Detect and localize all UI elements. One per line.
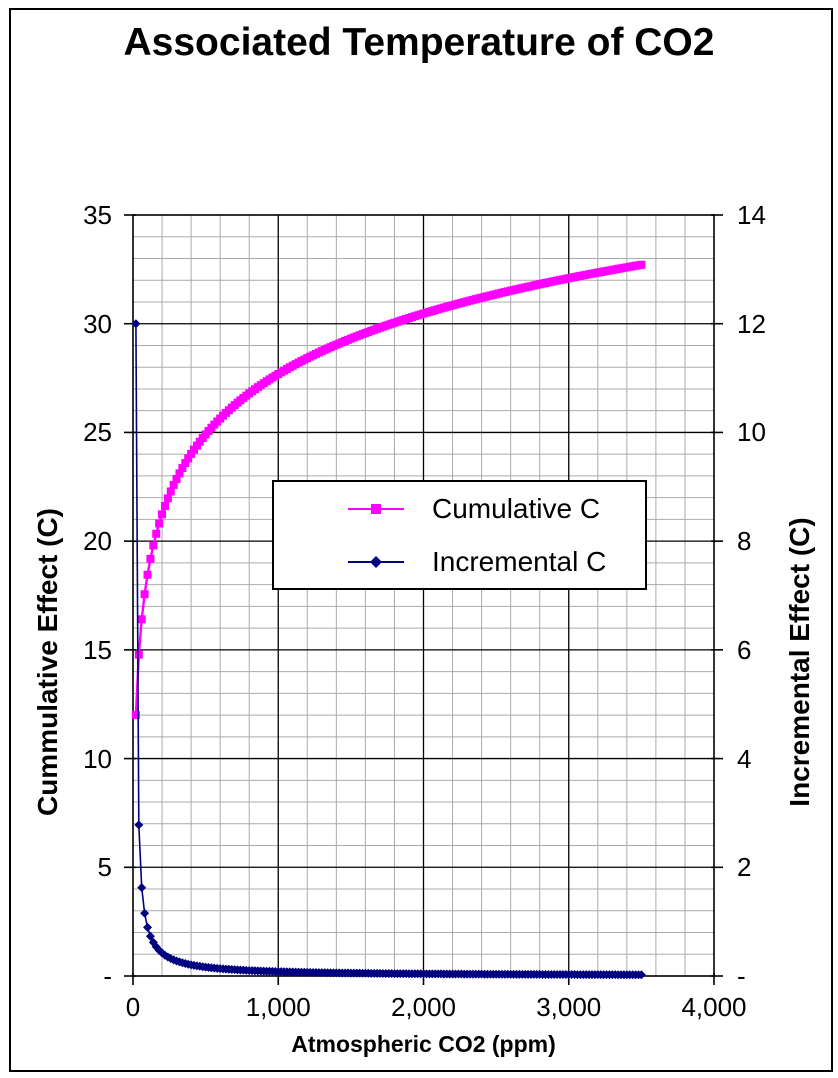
x-axis-title: Atmospheric CO2 (ppm) bbox=[291, 1031, 556, 1057]
cumulative-series-marker-icon bbox=[346, 500, 406, 518]
legend-label-incremental: Incremental C bbox=[432, 545, 607, 577]
legend-item-cumulative: Cumulative C bbox=[274, 484, 645, 534]
legend-item-incremental: Incremental C bbox=[274, 537, 645, 587]
major-gridlines bbox=[133, 215, 714, 976]
legend-label-cumulative: Cumulative C bbox=[432, 492, 601, 524]
legend: Cumulative C Incremental C bbox=[272, 480, 647, 590]
series-cumulative-c bbox=[131, 260, 646, 720]
chart-title: Associated Temperature of CO2 bbox=[123, 21, 715, 64]
incremental-series-marker-icon bbox=[346, 553, 406, 571]
series-incremental-c bbox=[131, 319, 646, 980]
